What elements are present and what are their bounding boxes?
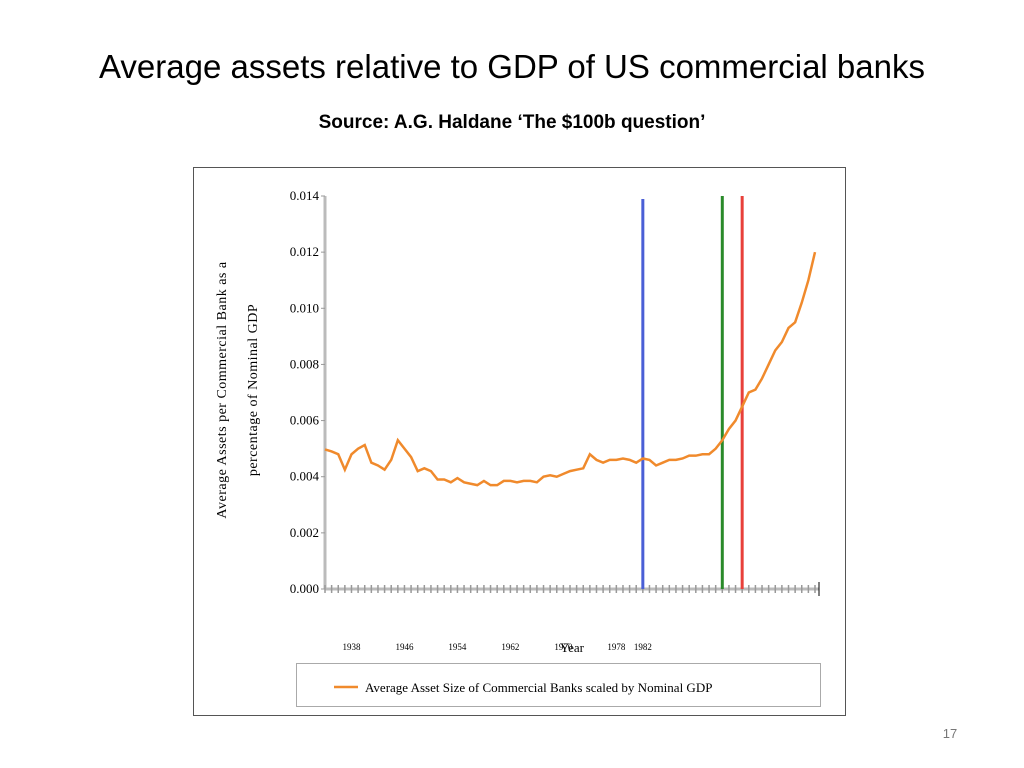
legend-label: Average Asset Size of Commercial Banks s… xyxy=(365,680,712,695)
y-tick-label: 0.014 xyxy=(290,188,320,203)
legend-box xyxy=(296,663,821,707)
x-axis-label: Year xyxy=(560,640,585,655)
x-tick-label: 1946 xyxy=(395,642,414,652)
slide-title: Average assets relative to GDP of US com… xyxy=(99,48,925,85)
y-tick-label: 0.002 xyxy=(290,525,319,540)
slide-subtitle: Source: A.G. Haldane ‘The $100b question… xyxy=(318,112,706,133)
y-tick-label: 0.004 xyxy=(290,469,320,484)
y-tick-label: 0.010 xyxy=(290,300,319,315)
x-tick-label: 1982 xyxy=(634,642,652,652)
data-line xyxy=(324,251,817,487)
x-tick-label: 1962 xyxy=(501,642,519,652)
y-tick-label: 0.000 xyxy=(290,581,319,596)
y-axis-label: percentage of Nominal GDP xyxy=(246,304,261,476)
y-axis-label: Average Assets per Commercial Bank as a xyxy=(215,261,230,518)
y-tick-label: 0.008 xyxy=(290,356,319,371)
page-number: 17 xyxy=(942,726,958,741)
x-tick-label: 1970 xyxy=(554,642,573,652)
y-tick-label: 0.012 xyxy=(290,244,319,259)
chart-frame xyxy=(193,167,846,716)
x-tick-label: 1954 xyxy=(448,642,467,652)
y-tick-label: 0.006 xyxy=(290,413,320,428)
x-tick-label: 1978 xyxy=(607,642,626,652)
x-tick-label: 1938 xyxy=(342,642,361,652)
